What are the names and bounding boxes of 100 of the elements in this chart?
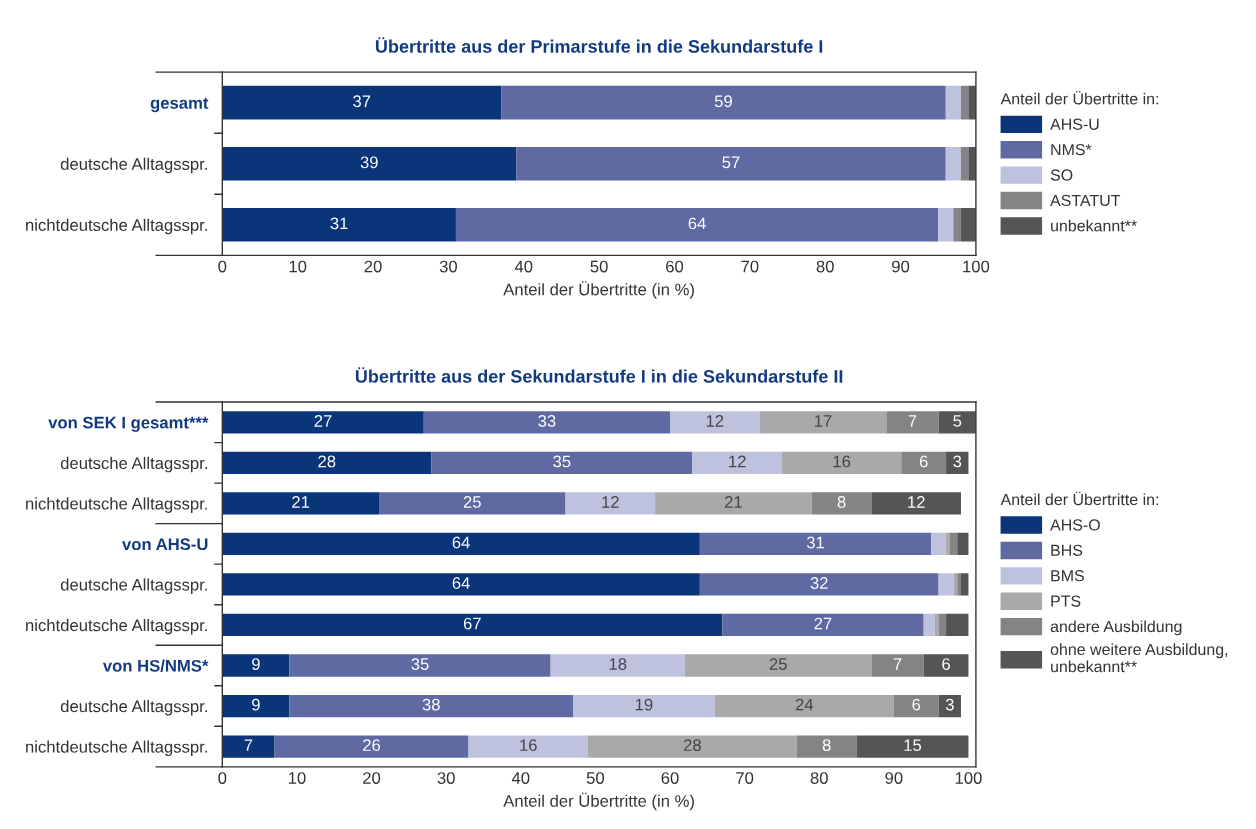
- y-tick-label: nichtdeutsche Alltagsspr.: [26, 497, 207, 513]
- bar: [274, 735, 469, 758]
- data-label: 16: [833, 455, 851, 468]
- data-label: 28: [318, 455, 336, 468]
- data-label: 17: [814, 415, 832, 427]
- bar: [871, 492, 961, 515]
- bar: [222, 451, 432, 474]
- legend-label: AHS-U: [1050, 118, 1099, 130]
- y-tick-label: nichtdeutsche Alltagsspr.: [26, 740, 207, 757]
- x-axis-title: Anteil der Übertritte (in %): [503, 792, 694, 811]
- bar: [722, 613, 924, 637]
- bar: [455, 208, 939, 242]
- bar: [960, 146, 969, 181]
- bar: [670, 411, 760, 434]
- bar: [550, 654, 685, 677]
- bar: [516, 146, 946, 181]
- x-tick-label: 80: [816, 260, 834, 273]
- chart-title: Übertritte aus der Primarstufe in die Sekundarstufe I: [375, 37, 823, 53]
- bar: [934, 613, 939, 637]
- data-label: 3: [945, 698, 954, 711]
- bar: [565, 492, 656, 515]
- data-label: 38: [422, 698, 440, 711]
- y-tick-label: deutsche Alltagsspr.: [60, 157, 207, 174]
- data-label: 15: [904, 739, 922, 752]
- data-label: 39: [360, 156, 378, 169]
- data-label: 8: [822, 739, 831, 752]
- bar: [938, 694, 961, 718]
- bar: [968, 146, 976, 181]
- legend-title: Anteil der Übertritte in:: [1000, 491, 1159, 506]
- bar: [856, 735, 969, 758]
- bar: [901, 451, 947, 474]
- bar: [222, 654, 290, 677]
- bar: [945, 146, 961, 181]
- bar: [714, 694, 894, 718]
- legend-label: unbekannt**: [1051, 219, 1137, 232]
- x-tick-label: 40: [511, 772, 530, 784]
- data-label: 25: [463, 496, 481, 508]
- bar: [222, 735, 275, 758]
- legend-label: AHS-O: [1050, 519, 1100, 531]
- x-axis-title: Anteil der Übertritte (in %): [503, 281, 694, 299]
- bar: [222, 573, 700, 596]
- bar: [699, 573, 939, 596]
- x-tick-label: 10: [289, 260, 307, 273]
- bar: [222, 613, 723, 637]
- data-label: 12: [729, 455, 746, 468]
- data-label: 3: [953, 455, 962, 468]
- data-label: 6: [942, 658, 950, 670]
- bar: [222, 694, 290, 718]
- legend-label: BHS: [1051, 544, 1083, 556]
- data-label: 31: [330, 217, 348, 230]
- bar: [222, 208, 456, 242]
- y-tick-label: nichtdeutsche Alltagsspr.: [26, 218, 207, 235]
- bar: [893, 694, 939, 718]
- data-label: 21: [724, 496, 742, 508]
- bar: [222, 532, 700, 556]
- bar: [692, 451, 782, 474]
- bar: [587, 735, 797, 758]
- bar: [655, 492, 812, 515]
- legend-label: SO: [1050, 169, 1073, 181]
- bar: [423, 411, 670, 434]
- legend-label: andere Ausbildung: [1050, 620, 1182, 636]
- x-tick-label: 60: [666, 260, 684, 273]
- x-tick-label: 0: [218, 772, 227, 784]
- data-label: 7: [893, 658, 902, 670]
- bar: [222, 146, 517, 181]
- data-label: 21: [292, 496, 310, 508]
- data-label: 6: [919, 455, 928, 468]
- x-tick-label: 20: [364, 260, 382, 273]
- x-tick-label: 100: [955, 772, 982, 784]
- bar: [946, 613, 969, 637]
- bar: [379, 492, 566, 515]
- x-tick-label: 90: [885, 772, 903, 784]
- x-tick-label: 10: [288, 772, 306, 784]
- bar: [796, 735, 857, 758]
- x-tick-label: 30: [439, 260, 458, 273]
- x-tick-label: 30: [437, 772, 455, 784]
- y-tick-label: deutsche Alltagsspr.: [60, 578, 207, 594]
- bar: [938, 208, 954, 242]
- bar: [289, 654, 551, 677]
- bar: [953, 208, 961, 242]
- x-tick-label: 90: [892, 260, 910, 273]
- x-tick-label: 50: [590, 260, 608, 273]
- bar: [699, 532, 932, 556]
- bar: [938, 573, 954, 596]
- bar: [468, 735, 588, 758]
- bar: [931, 532, 947, 556]
- legend-label: ohne weitere Ausbildung, unbekannt**: [1050, 643, 1228, 673]
- data-label: 6: [912, 698, 921, 711]
- data-label: 64: [452, 577, 470, 589]
- x-tick-label: 0: [218, 260, 227, 273]
- bar: [960, 573, 969, 596]
- data-label: 31: [806, 536, 824, 549]
- data-label: 12: [602, 496, 619, 508]
- data-label: 57: [722, 156, 740, 169]
- data-label: 28: [683, 739, 701, 752]
- bar: [923, 654, 969, 677]
- y-tick-label: gesamt: [150, 97, 209, 113]
- bar: [945, 85, 961, 120]
- bar: [968, 85, 976, 120]
- legend-label: BMS: [1051, 570, 1084, 582]
